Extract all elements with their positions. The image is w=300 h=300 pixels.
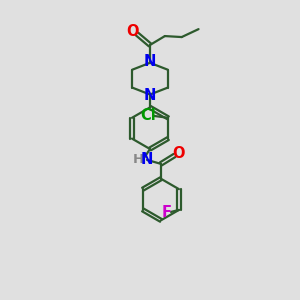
Text: N: N (144, 54, 156, 69)
Text: O: O (127, 24, 139, 39)
Text: F: F (162, 205, 172, 220)
Text: H: H (133, 153, 144, 167)
Text: N: N (144, 88, 156, 104)
Text: N: N (141, 152, 153, 167)
Text: Cl: Cl (140, 108, 156, 123)
Text: O: O (172, 146, 185, 161)
